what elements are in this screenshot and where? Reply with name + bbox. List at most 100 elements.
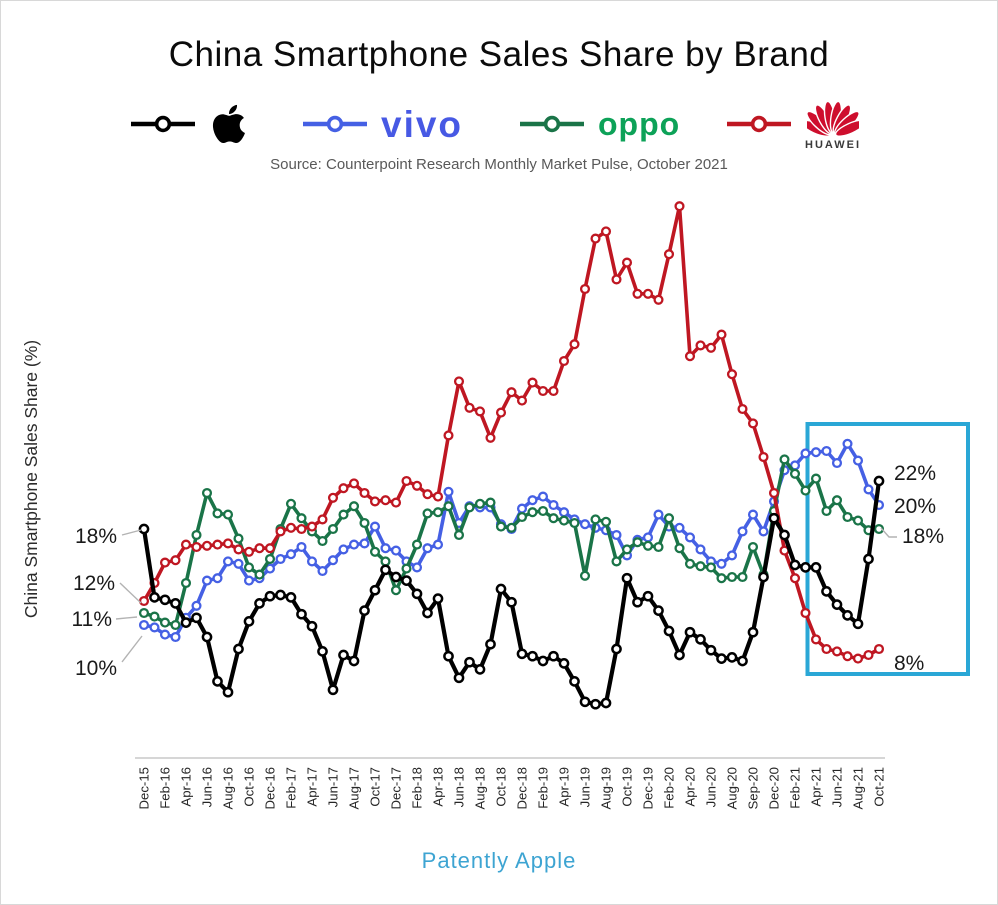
x-tick-label: Oct-19 xyxy=(620,767,635,807)
data-point xyxy=(621,544,633,555)
x-tick-label: Sep-20 xyxy=(746,767,761,810)
huawei-wordmark: HUAWEI xyxy=(805,139,861,151)
data-point xyxy=(842,438,853,449)
data-point xyxy=(569,339,580,350)
data-point xyxy=(495,407,507,418)
data-point xyxy=(684,351,696,362)
data-point xyxy=(191,612,202,624)
x-tick-label: Aug-16 xyxy=(221,767,236,810)
x-tick-label: Jun-19 xyxy=(578,767,593,807)
data-point xyxy=(590,514,601,525)
data-point xyxy=(348,655,360,667)
data-point xyxy=(159,594,171,606)
data-point xyxy=(800,485,811,496)
data-point xyxy=(873,475,885,487)
data-point xyxy=(737,403,748,415)
data-point xyxy=(642,288,654,299)
data-point xyxy=(138,595,150,607)
data-point xyxy=(495,583,507,595)
data-point xyxy=(705,562,717,573)
leader-line xyxy=(880,527,897,538)
data-point xyxy=(212,573,223,584)
data-point xyxy=(390,497,402,508)
data-point xyxy=(863,649,874,661)
legend-item-oppo: oppo xyxy=(519,95,680,153)
data-point xyxy=(369,584,381,596)
data-point xyxy=(422,607,433,619)
data-point xyxy=(149,622,160,633)
data-point xyxy=(432,593,444,604)
data-point xyxy=(443,430,454,441)
data-point xyxy=(359,605,370,616)
vivo-logo-wordmark: vivo xyxy=(381,103,464,145)
data-point xyxy=(747,418,759,429)
data-point xyxy=(527,495,538,506)
callout-apple-22%: 22% xyxy=(894,462,936,485)
x-tick-label: Aug-19 xyxy=(599,767,614,810)
data-point xyxy=(747,509,759,520)
data-point xyxy=(737,655,748,667)
data-point xyxy=(464,656,475,668)
data-point xyxy=(191,541,202,553)
x-tick-label: Apr-21 xyxy=(809,767,824,807)
data-point xyxy=(254,543,265,554)
data-point xyxy=(201,487,213,499)
data-point xyxy=(684,626,696,638)
apple-logo-icon xyxy=(212,104,245,144)
data-point xyxy=(506,522,517,533)
x-tick-label: Apr-19 xyxy=(557,767,572,807)
data-point xyxy=(254,598,265,609)
data-point xyxy=(663,625,675,637)
data-point xyxy=(852,653,864,664)
callout-vivo-10%: 10% xyxy=(75,657,117,680)
data-point xyxy=(296,608,307,620)
data-point xyxy=(212,676,223,687)
data-point xyxy=(537,491,549,502)
data-point xyxy=(243,575,255,586)
callout-apple-18%: 18% xyxy=(75,525,117,548)
data-point xyxy=(222,509,234,520)
data-point xyxy=(296,541,307,553)
data-point xyxy=(170,631,181,643)
data-point xyxy=(306,620,318,632)
x-tick-label: Dec-18 xyxy=(515,767,530,810)
callout-vivo-20%: 20% xyxy=(894,495,936,518)
data-point xyxy=(726,652,738,663)
data-point xyxy=(548,650,559,662)
data-point xyxy=(600,226,612,237)
data-point xyxy=(411,562,423,573)
data-point xyxy=(800,607,811,619)
data-point xyxy=(674,649,685,661)
data-point xyxy=(831,495,843,506)
data-point xyxy=(558,507,570,518)
data-point xyxy=(642,532,654,543)
huawei-logo: HUAWEI xyxy=(805,97,861,151)
data-point xyxy=(768,487,780,499)
data-point xyxy=(422,489,433,500)
data-point xyxy=(758,571,769,583)
data-point xyxy=(716,329,727,340)
leader-line xyxy=(119,582,142,604)
data-point xyxy=(285,498,297,509)
data-point xyxy=(401,575,412,586)
x-tick-label: Feb-20 xyxy=(662,767,677,809)
data-point xyxy=(737,526,748,537)
data-point xyxy=(138,523,150,535)
data-point xyxy=(149,592,160,603)
data-point xyxy=(474,664,486,675)
data-point xyxy=(632,537,643,548)
x-tick-label: Aug-21 xyxy=(851,767,866,810)
x-tick-label: Feb-17 xyxy=(284,767,299,809)
data-point xyxy=(789,573,801,584)
data-point xyxy=(485,638,496,650)
data-point xyxy=(653,541,664,553)
data-point xyxy=(243,546,255,557)
callout-huawei-8%: 8% xyxy=(894,652,924,675)
data-point xyxy=(474,406,486,417)
data-point xyxy=(285,522,297,533)
data-point xyxy=(453,529,465,541)
series-huawei xyxy=(138,201,885,664)
data-point xyxy=(810,634,822,645)
data-point xyxy=(201,540,213,551)
data-point xyxy=(548,513,559,524)
